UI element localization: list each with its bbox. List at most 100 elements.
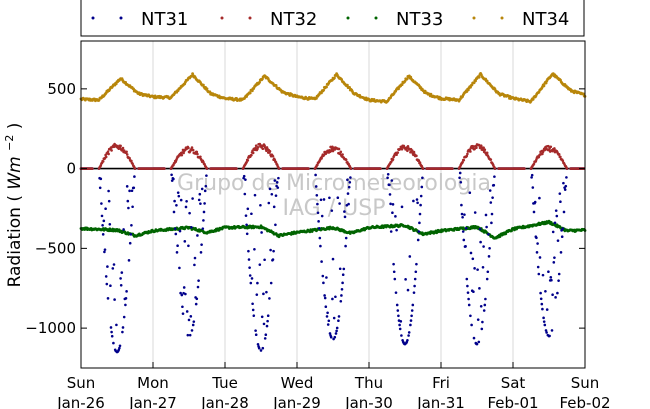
data-point [332, 316, 336, 320]
data-point [205, 174, 208, 177]
data-point [413, 284, 416, 288]
data-point [393, 277, 397, 281]
data-point [187, 318, 191, 322]
y-tick-label: 0 [66, 160, 76, 178]
data-point [249, 281, 253, 285]
data-point [119, 283, 123, 287]
data-point [490, 221, 493, 225]
legend-marker [119, 16, 123, 20]
data-point [407, 334, 410, 337]
data-point [421, 167, 425, 170]
data-point [128, 189, 131, 193]
data-point [391, 158, 395, 161]
data-point [557, 153, 561, 156]
data-point [458, 171, 462, 175]
data-point [556, 239, 560, 242]
data-point [183, 240, 187, 243]
data-point [268, 149, 272, 153]
data-point [340, 294, 343, 297]
data-point [464, 245, 467, 248]
data-point [482, 146, 485, 150]
data-point [101, 233, 105, 236]
data-point [343, 215, 347, 219]
data-point [133, 175, 136, 178]
data-point [341, 153, 344, 156]
data-point [196, 285, 200, 289]
data-point [319, 244, 322, 248]
data-point [110, 149, 113, 152]
data-point [175, 251, 179, 254]
legend-marker [472, 16, 476, 20]
data-point [204, 184, 208, 188]
data-point [396, 151, 400, 154]
data-point [319, 198, 323, 202]
data-point [491, 196, 494, 199]
data-point [115, 323, 118, 327]
data-point [100, 214, 104, 218]
data-point [187, 244, 190, 248]
data-point [121, 330, 124, 334]
data-point [173, 199, 176, 203]
data-point [124, 297, 128, 300]
data-point [560, 235, 564, 239]
data-point [332, 337, 335, 341]
data-point [485, 225, 488, 229]
data-point [110, 330, 113, 334]
data-point [395, 228, 398, 232]
legend-box [80, 0, 585, 37]
data-point [551, 293, 554, 297]
data-point [327, 319, 331, 323]
data-point [461, 215, 464, 219]
data-point [467, 297, 470, 301]
data-point [274, 84, 278, 87]
x-tick-label-day: Sun [571, 374, 600, 392]
data-point [243, 192, 247, 196]
data-point [338, 267, 342, 271]
data-point [307, 167, 310, 170]
data-point [322, 281, 325, 285]
x-tick-label-date: Jan-31 [416, 394, 465, 409]
data-point [125, 290, 128, 293]
legend-marker [248, 16, 252, 20]
data-point [493, 167, 497, 170]
data-point [552, 261, 556, 264]
data-point [235, 167, 238, 170]
data-point [196, 152, 199, 156]
data-point [176, 191, 180, 194]
legend: NT31 NT32 NT33 NT34 [91, 9, 569, 30]
data-point [262, 292, 265, 296]
data-point [474, 79, 477, 83]
data-point [538, 196, 541, 200]
data-point [122, 228, 125, 231]
data-point [112, 263, 116, 266]
legend-label: NT31 [141, 9, 188, 30]
data-point [109, 284, 112, 288]
data-point [390, 179, 394, 182]
data-point [130, 224, 133, 227]
data-point [271, 258, 275, 261]
data-point [418, 161, 422, 164]
x-axis: Sun Jan-26 Mon Jan-27 Tue Jan-28 Wed Jan-29 Thu J… [56, 362, 611, 409]
data-point [125, 150, 128, 154]
data-point [131, 205, 134, 209]
data-point [419, 203, 422, 207]
data-point [132, 186, 136, 190]
data-point [129, 233, 133, 236]
data-point [487, 233, 490, 236]
x-tick-label-date: Feb-02 [559, 394, 610, 409]
data-point [388, 193, 392, 196]
data-point [182, 286, 186, 289]
data-point [536, 265, 540, 269]
data-point [555, 214, 559, 218]
data-point [247, 249, 250, 253]
data-point [106, 150, 110, 153]
data-point [314, 185, 318, 188]
data-point [250, 277, 254, 280]
data-point [317, 226, 321, 230]
data-point [557, 272, 561, 276]
data-point [334, 295, 337, 299]
data-point [478, 227, 482, 231]
data-point [386, 172, 390, 176]
data-point [127, 259, 131, 262]
